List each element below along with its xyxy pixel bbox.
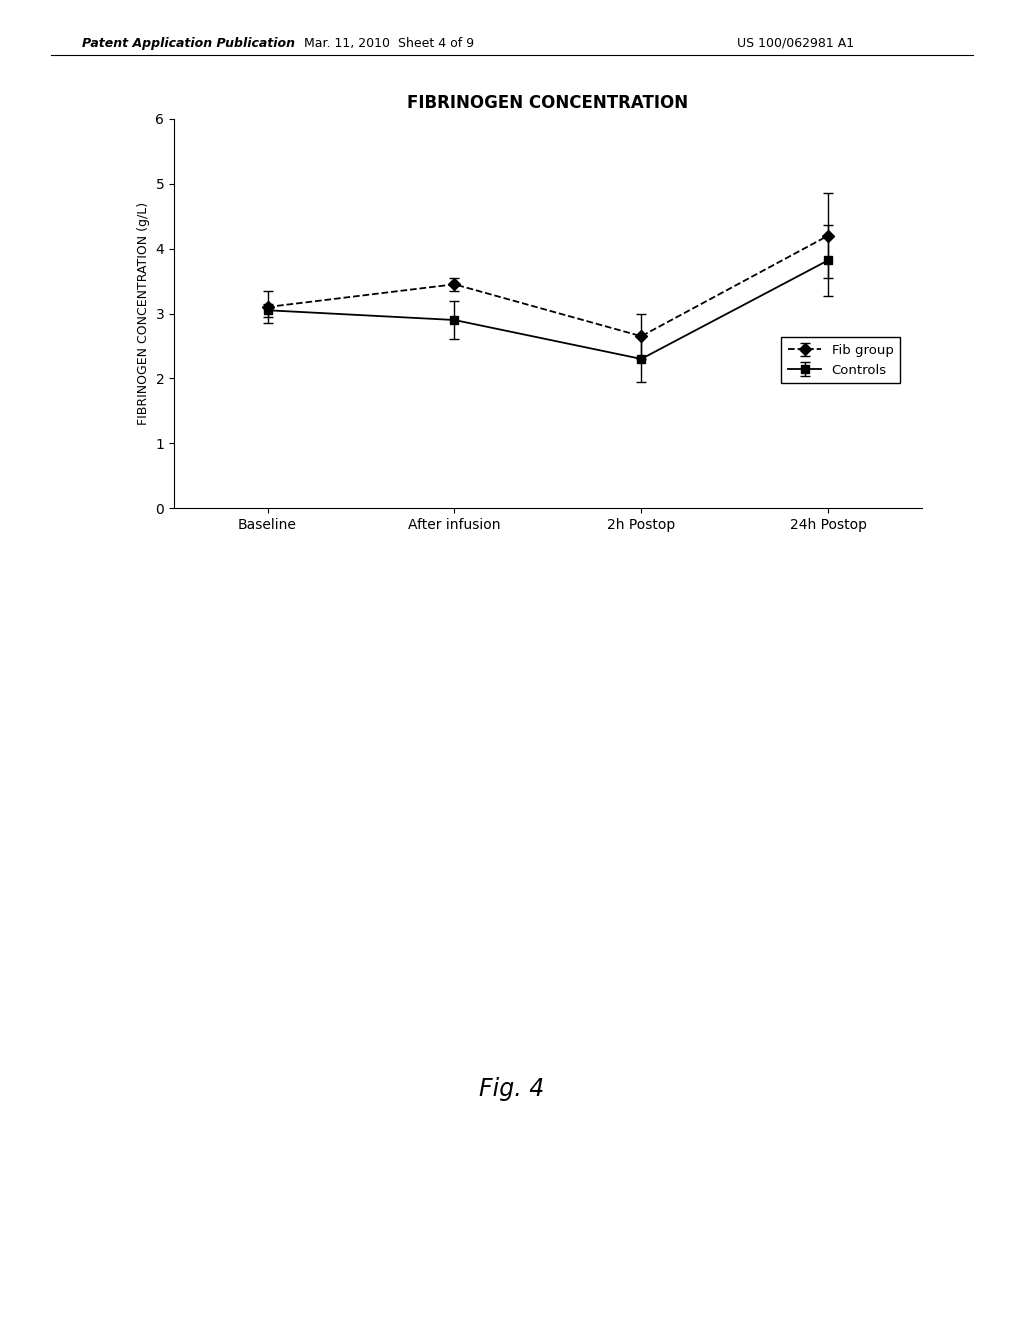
Text: Patent Application Publication: Patent Application Publication [82,37,295,50]
Text: Mar. 11, 2010  Sheet 4 of 9: Mar. 11, 2010 Sheet 4 of 9 [304,37,474,50]
Text: Fig. 4: Fig. 4 [479,1077,545,1101]
Text: US 100/062981 A1: US 100/062981 A1 [737,37,854,50]
Legend: Fib group, Controls: Fib group, Controls [781,338,900,383]
Title: FIBRINOGEN CONCENTRATION: FIBRINOGEN CONCENTRATION [408,94,688,112]
Y-axis label: FIBRINOGEN CONCENTRATION (g/L): FIBRINOGEN CONCENTRATION (g/L) [137,202,150,425]
